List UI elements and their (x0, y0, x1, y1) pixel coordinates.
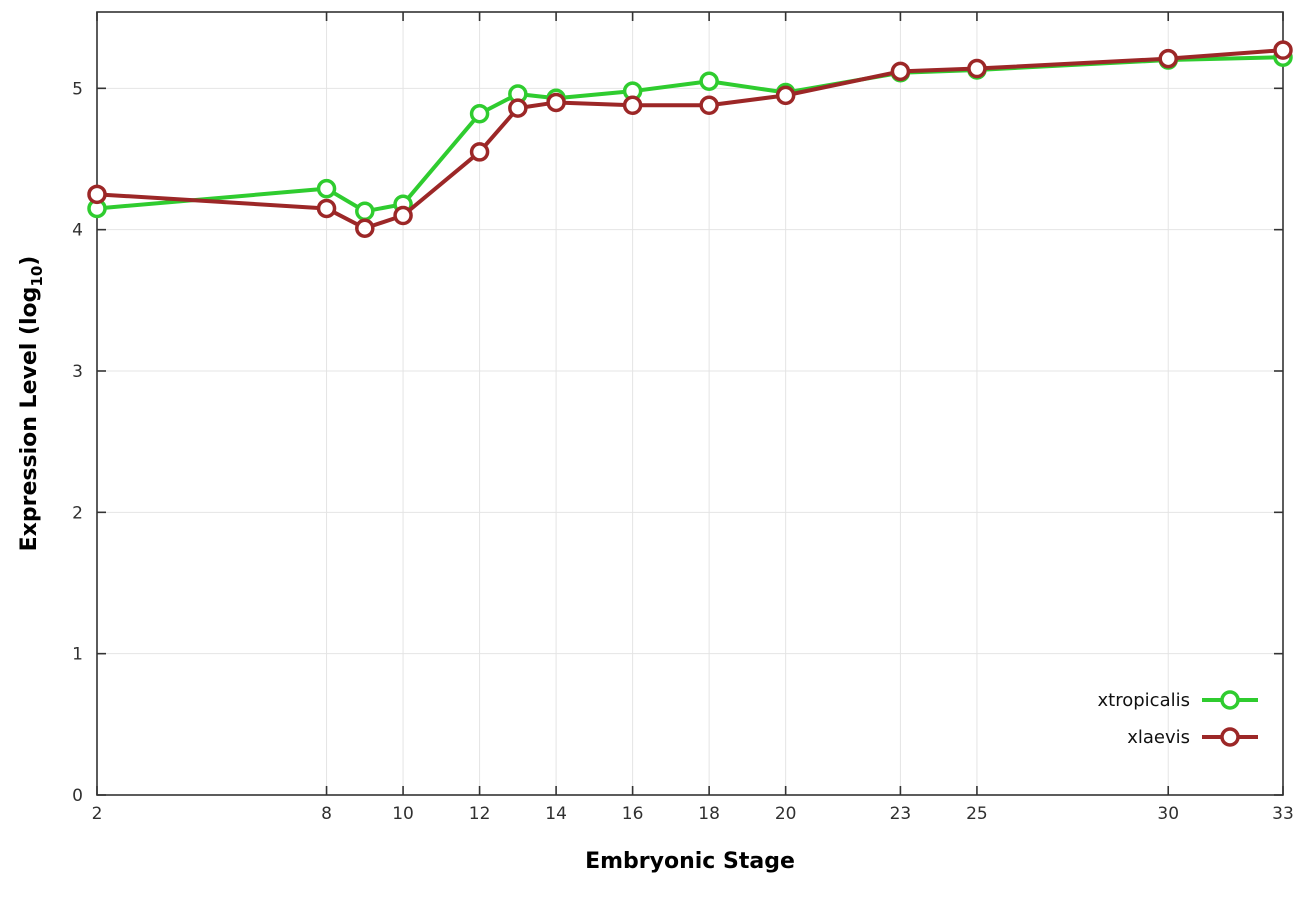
y-tick-label: 2 (72, 503, 83, 523)
series-line-xlaevis (96, 48, 1284, 231)
x-tick-label: 30 (1157, 804, 1179, 824)
x-tick-label: 33 (1272, 804, 1294, 824)
data-point-xtropicalis (699, 71, 719, 92)
x-tick-label: 25 (966, 804, 988, 824)
data-point-xlaevis (393, 205, 413, 226)
y-tick-label: 5 (72, 79, 83, 99)
data-point-xlaevis (87, 184, 107, 205)
series-line-xtropicalis (96, 55, 1284, 214)
y-tick-label: 1 (72, 645, 83, 665)
data-point-xtropicalis (316, 178, 337, 199)
x-tick-label: 20 (775, 804, 797, 824)
legend-label-xlaevis: xlaevis (1127, 727, 1190, 748)
legend-label-xtropicalis: xtropicalis (1098, 690, 1190, 711)
data-point-xlaevis (1273, 40, 1293, 60)
data-point-xlaevis (967, 58, 987, 79)
x-tick-label: 16 (622, 804, 644, 824)
data-point-xtropicalis (469, 104, 490, 124)
data-point-xlaevis (546, 92, 566, 113)
data-point-xtropicalis (355, 201, 375, 222)
data-point-xlaevis (469, 142, 490, 162)
data-point-xlaevis (316, 198, 337, 219)
data-point-xlaevis (890, 61, 911, 82)
y-tick-label: 4 (72, 221, 83, 241)
y-tick-label: 3 (72, 362, 83, 382)
x-tick-label: 10 (392, 804, 414, 824)
plot-border (96, 11, 1284, 796)
legend-sample-marker-xtropicalis (1220, 690, 1240, 710)
legend-sample-marker-xlaevis (1220, 727, 1240, 747)
x-tick-label: 23 (890, 804, 912, 824)
x-tick-label: 14 (545, 804, 567, 824)
data-point-xlaevis (508, 98, 528, 118)
x-tick-label: 8 (321, 804, 332, 824)
y-tick-label: 0 (72, 786, 83, 806)
data-point-xlaevis (699, 95, 719, 116)
x-tick-label: 18 (698, 804, 720, 824)
data-point-xlaevis (775, 85, 796, 106)
data-point-xlaevis (355, 218, 375, 238)
data-point-xlaevis (1158, 48, 1178, 69)
x-tick-label: 2 (92, 804, 103, 824)
x-tick-label: 12 (469, 804, 491, 824)
data-point-xlaevis (622, 95, 643, 116)
y-axis-label: Expression Level (log10) (17, 256, 46, 552)
x-axis-label: Embryonic Stage (585, 849, 795, 874)
